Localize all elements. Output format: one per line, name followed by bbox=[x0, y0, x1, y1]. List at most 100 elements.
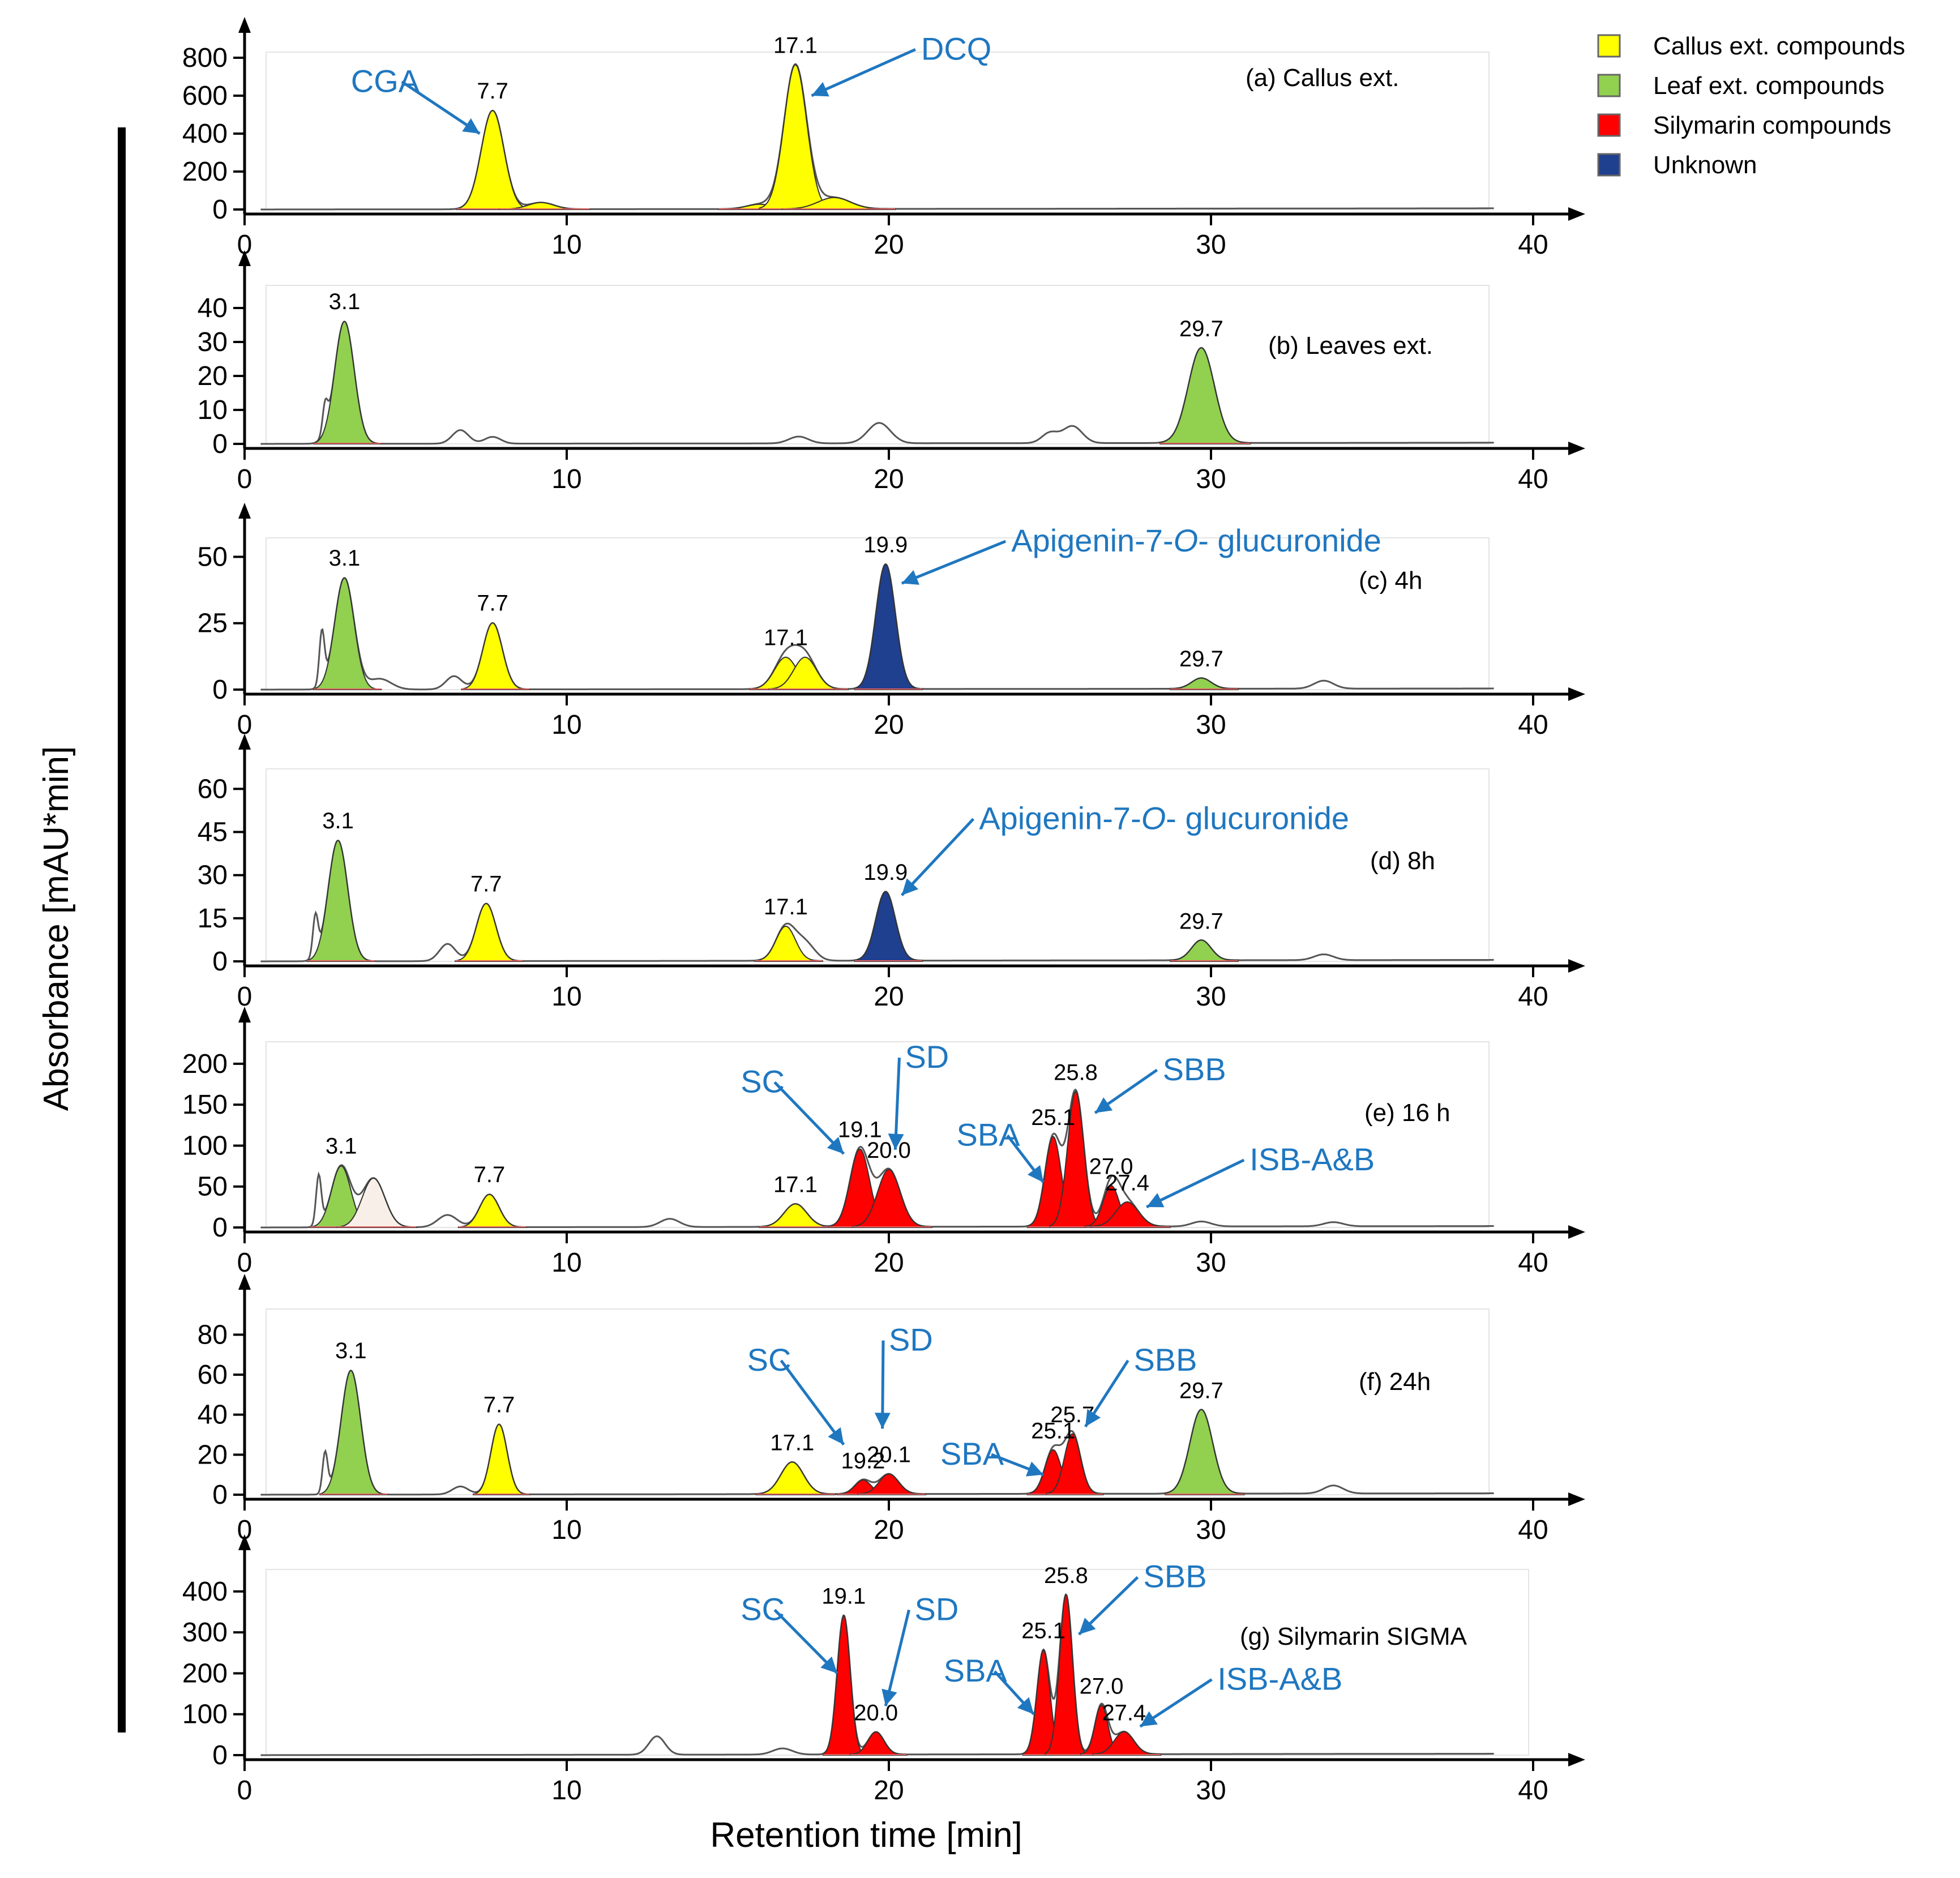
peak-label: 29.7 bbox=[1179, 1379, 1223, 1404]
peak-area bbox=[755, 1461, 836, 1495]
legend-swatch bbox=[1597, 153, 1621, 177]
peak-label: 7.7 bbox=[474, 1162, 506, 1187]
peak-label: 25.8 bbox=[1054, 1060, 1098, 1085]
annotation-arrow-line bbox=[900, 818, 975, 896]
peak-area bbox=[313, 320, 382, 444]
x-tick-label: 0 bbox=[237, 464, 253, 494]
annotation-label: ISB-A&B bbox=[1217, 1661, 1342, 1696]
annotation-label: SC bbox=[741, 1592, 785, 1627]
y-tick-label: 400 bbox=[182, 119, 228, 149]
x-tick-label: 10 bbox=[551, 464, 581, 494]
x-axis-arrow bbox=[1568, 1225, 1585, 1239]
legend: Callus ext. compounds Leaf ext. compounds… bbox=[1597, 32, 1905, 179]
peak-label: 17.1 bbox=[770, 1430, 814, 1455]
y-tick-label: 200 bbox=[182, 157, 228, 187]
peak-label: 25.1 bbox=[1031, 1105, 1075, 1130]
peak-area bbox=[1090, 1201, 1171, 1228]
y-tick-label: 800 bbox=[182, 43, 228, 73]
peak-label: 3.1 bbox=[322, 808, 354, 833]
peak-label: 27.4 bbox=[1105, 1171, 1149, 1196]
annotation-arrow-head bbox=[901, 878, 919, 896]
peak-label: 7.7 bbox=[477, 79, 508, 104]
x-tick-label: 0 bbox=[237, 1248, 253, 1278]
peak-label: 7.7 bbox=[483, 1392, 515, 1417]
peak-label: 25.1 bbox=[1021, 1619, 1065, 1644]
annotation-arrow-line bbox=[811, 48, 916, 97]
peak-area bbox=[1159, 347, 1251, 444]
peak-area bbox=[854, 563, 923, 690]
peak-label: 17.1 bbox=[764, 895, 808, 919]
peak-area bbox=[754, 925, 823, 962]
peak-area bbox=[854, 891, 923, 962]
y-tick-label: 0 bbox=[212, 947, 228, 977]
chromatogram-trace bbox=[260, 1088, 1494, 1229]
y-tick-label: 600 bbox=[182, 81, 228, 111]
peak-label: 7.7 bbox=[477, 591, 508, 616]
annotation-label: SBB bbox=[1144, 1559, 1207, 1594]
panel-e: 0 10 20 30 40 0 50 100 150 200 3.1 7.7 17.1 19.120.0 2… bbox=[182, 1007, 1585, 1278]
peak-area bbox=[852, 1169, 933, 1228]
peak-label: 20.0 bbox=[867, 1138, 911, 1163]
y-tick-label: 15 bbox=[198, 904, 228, 934]
peak-area bbox=[759, 1203, 840, 1228]
y-tick-label: 30 bbox=[198, 861, 228, 891]
annotation-arrow-head bbox=[828, 1427, 844, 1445]
x-tick-label: 20 bbox=[874, 230, 904, 260]
y-axis-arrow bbox=[238, 734, 251, 750]
annotation-label: DCQ bbox=[921, 31, 991, 66]
y-axis-arrow bbox=[238, 1534, 251, 1550]
panel-f: 0 10 20 30 400204060803.17.717.119.220.125.1… bbox=[198, 1274, 1585, 1545]
y-tick-label: 300 bbox=[182, 1618, 228, 1648]
x-tick-label: 30 bbox=[1196, 464, 1226, 494]
peak-area bbox=[461, 622, 530, 690]
x-tick-label: 30 bbox=[1196, 710, 1226, 740]
x-axis-arrow bbox=[1568, 442, 1585, 455]
peak-label: 3.1 bbox=[326, 1134, 357, 1159]
panel-label: (b) Leaves ext. bbox=[1268, 332, 1433, 360]
annotation-arrow-head bbox=[811, 82, 829, 97]
annotation-arrow-head bbox=[881, 1688, 897, 1706]
x-tick-label: 30 bbox=[1196, 982, 1226, 1012]
annotation-label: SBA bbox=[944, 1653, 1008, 1688]
annotation-arrow-head bbox=[874, 1413, 891, 1429]
x-tick-label: 10 bbox=[551, 230, 581, 260]
annotation-arrow-head bbox=[1017, 1697, 1034, 1714]
x-tick-label: 10 bbox=[551, 710, 581, 740]
x-tick-label: 40 bbox=[1518, 1515, 1548, 1545]
x-tick-label: 10 bbox=[551, 1776, 581, 1806]
peak-label: 19.2 bbox=[841, 1448, 885, 1473]
peak-label: 19.1 bbox=[821, 1584, 866, 1609]
x-tick-label: 40 bbox=[1518, 1776, 1548, 1806]
y-tick-label: 60 bbox=[198, 774, 228, 804]
peak-area bbox=[822, 1614, 869, 1756]
panel-label: (g) Silymarin SIGMA bbox=[1240, 1623, 1467, 1650]
plot-frame bbox=[266, 285, 1490, 444]
y-tick-label: 200 bbox=[182, 1658, 228, 1688]
legend-swatch bbox=[1597, 34, 1621, 58]
y-tick-label: 400 bbox=[182, 1577, 228, 1607]
y-axis-arrow bbox=[238, 503, 251, 519]
legend-swatch bbox=[1597, 113, 1621, 137]
peak-label: 20.0 bbox=[854, 1700, 898, 1725]
x-tick-label: 10 bbox=[551, 1248, 581, 1278]
peak-area bbox=[1045, 1593, 1092, 1756]
peak-label: 27.0 bbox=[1080, 1674, 1124, 1699]
x-tick-label: 20 bbox=[874, 1776, 904, 1806]
peak-label: 3.1 bbox=[335, 1338, 367, 1363]
x-tick-label: 20 bbox=[874, 710, 904, 740]
annotation-arrow-line bbox=[884, 1609, 910, 1706]
x-tick-label: 10 bbox=[551, 982, 581, 1012]
legend-label: Callus ext. compounds bbox=[1653, 32, 1905, 60]
peak-area bbox=[455, 902, 524, 962]
peak-label: 20.1 bbox=[867, 1443, 911, 1468]
x-tick-label: 40 bbox=[1518, 710, 1548, 740]
y-tick-label: 0 bbox=[212, 429, 228, 459]
peak-area bbox=[1170, 939, 1239, 962]
y-tick-label: 50 bbox=[198, 542, 228, 572]
chromatogram-trace bbox=[260, 1370, 1494, 1496]
annotation-label: SC bbox=[741, 1064, 785, 1100]
annotation-label: SD bbox=[915, 1592, 959, 1627]
annotation-arrow-line bbox=[780, 1359, 845, 1446]
